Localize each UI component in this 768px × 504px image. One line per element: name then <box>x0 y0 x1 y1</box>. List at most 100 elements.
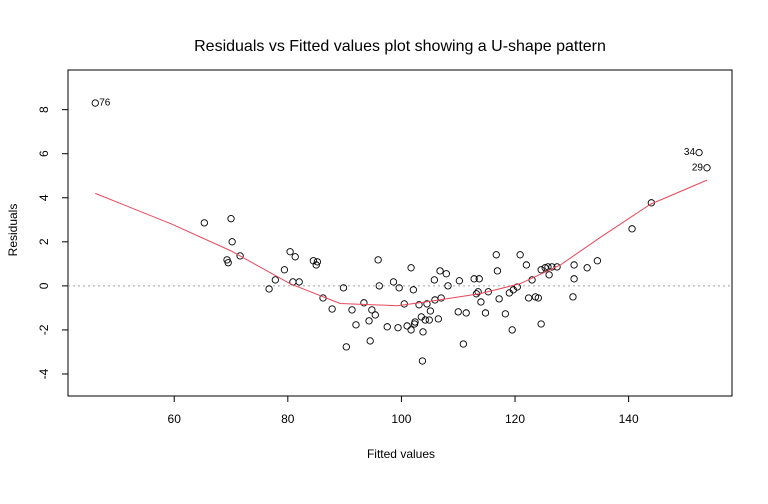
point <box>236 252 244 260</box>
point <box>407 326 415 334</box>
point <box>525 294 533 302</box>
point <box>383 323 391 331</box>
point <box>475 275 483 283</box>
point <box>553 263 561 271</box>
point <box>516 251 524 259</box>
point <box>271 276 279 284</box>
point <box>328 305 336 313</box>
point <box>462 309 470 317</box>
point <box>593 257 602 265</box>
point <box>371 311 379 319</box>
point <box>265 285 273 293</box>
x-tick-label: 60 <box>168 412 182 426</box>
point-label: 76 <box>99 98 111 109</box>
point <box>295 278 303 286</box>
point <box>374 256 382 264</box>
point <box>368 306 376 314</box>
point <box>477 298 485 306</box>
point <box>455 277 464 285</box>
point <box>437 294 445 302</box>
point <box>394 324 402 332</box>
y-tick-label: 4 <box>37 194 51 201</box>
smooth-line <box>95 179 708 307</box>
point <box>545 271 553 279</box>
point <box>407 264 415 272</box>
point <box>534 294 542 302</box>
point-label: 29 <box>692 162 704 173</box>
point <box>695 148 703 157</box>
point <box>91 99 99 107</box>
point <box>436 267 444 275</box>
point <box>228 238 236 246</box>
point <box>200 219 208 227</box>
y-tick-label: 0 <box>37 282 51 289</box>
point <box>570 275 578 283</box>
point <box>537 266 545 274</box>
point <box>227 215 235 223</box>
point <box>403 322 411 330</box>
point <box>544 263 552 271</box>
y-tick-label: -2 <box>37 324 51 335</box>
point <box>537 320 545 328</box>
point <box>703 164 711 172</box>
plot-frame <box>67 69 733 397</box>
point <box>474 288 482 296</box>
y-tick-label: -4 <box>37 368 51 379</box>
y-tick-label: 2 <box>37 238 51 245</box>
x-tick-label: 140 <box>619 412 639 426</box>
point <box>423 300 431 308</box>
point <box>395 284 403 292</box>
x-axis-label: Fitted values <box>367 447 435 461</box>
point <box>495 295 503 303</box>
point <box>470 275 478 283</box>
point <box>522 261 531 269</box>
point <box>366 337 374 345</box>
point <box>348 306 356 314</box>
y-tick-label: 8 <box>37 106 51 113</box>
point <box>434 315 442 323</box>
x-tick-label: 80 <box>281 412 295 426</box>
point <box>501 310 510 318</box>
point <box>442 270 450 278</box>
point <box>430 276 439 284</box>
point <box>339 284 348 292</box>
point <box>425 316 433 324</box>
point <box>286 248 294 256</box>
point <box>342 343 350 351</box>
point <box>365 317 373 325</box>
point <box>493 267 502 275</box>
point <box>628 225 636 233</box>
x-tick-label: 100 <box>391 412 411 426</box>
point <box>444 282 452 290</box>
point <box>421 316 429 324</box>
x-tick-label: 120 <box>505 412 525 426</box>
point <box>360 299 368 307</box>
point <box>410 320 419 328</box>
point <box>541 264 549 272</box>
point <box>415 301 423 309</box>
point <box>426 307 435 315</box>
point <box>570 261 578 269</box>
point <box>419 328 427 336</box>
point <box>280 266 289 274</box>
point-label: 34 <box>684 147 696 158</box>
y-tick-label: 6 <box>37 150 51 157</box>
point <box>312 261 320 269</box>
point <box>375 282 383 290</box>
chart-title: Residuals vs Fitted values plot showing … <box>194 38 606 55</box>
point <box>481 309 490 317</box>
point <box>484 288 492 296</box>
y-axis-label: Residuals <box>6 204 20 257</box>
point <box>400 300 408 308</box>
point <box>389 278 398 286</box>
point <box>569 293 577 301</box>
point <box>313 258 322 266</box>
point <box>409 286 417 294</box>
point <box>352 321 360 329</box>
point <box>291 253 299 261</box>
point <box>459 340 467 348</box>
point <box>224 259 232 267</box>
point <box>492 251 500 259</box>
